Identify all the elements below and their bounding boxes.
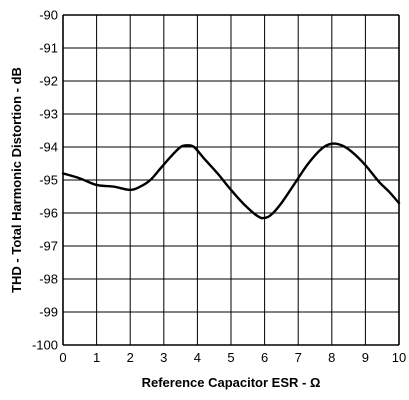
- y-tick-label: -98: [39, 272, 58, 287]
- x-tick-label: 10: [392, 350, 406, 365]
- y-axis-title: THD - Total Harmonic Distortion - dB: [9, 67, 24, 293]
- x-tick-label: 9: [362, 350, 369, 365]
- y-tick-label: -97: [39, 239, 58, 254]
- y-tick-label: -95: [39, 173, 58, 188]
- x-tick-label: 8: [328, 350, 335, 365]
- y-axis-tick-labels: -90 -91 -92 -93 -94 -95 -96 -97 -98 -99 -100: [32, 8, 58, 353]
- thd-series-line: [61, 142, 401, 220]
- x-tick-label: 6: [261, 350, 268, 365]
- grid-layer: [62, 14, 400, 346]
- x-tick-label: 5: [227, 350, 234, 365]
- x-tick-label: 0: [59, 350, 66, 365]
- y-tick-label: -94: [39, 140, 58, 155]
- series-layer: [61, 142, 401, 220]
- y-tick-label: -96: [39, 206, 58, 221]
- y-tick-label: -100: [32, 338, 58, 353]
- y-tick-label: -92: [39, 74, 58, 89]
- x-axis-title: Reference Capacitor ESR - Ω: [142, 375, 321, 390]
- x-tick-label: 4: [194, 350, 201, 365]
- y-tick-label: -91: [39, 41, 58, 56]
- x-tick-label: 1: [93, 350, 100, 365]
- x-tick-label: 7: [295, 350, 302, 365]
- y-tick-label: -99: [39, 305, 58, 320]
- y-tick-label: -93: [39, 107, 58, 122]
- x-tick-label: 3: [160, 350, 167, 365]
- y-tick-label: -90: [39, 8, 58, 23]
- x-axis-tick-labels: 0 1 2 3 4 5 6 7 8 9 10: [59, 350, 406, 365]
- x-tick-label: 2: [127, 350, 134, 365]
